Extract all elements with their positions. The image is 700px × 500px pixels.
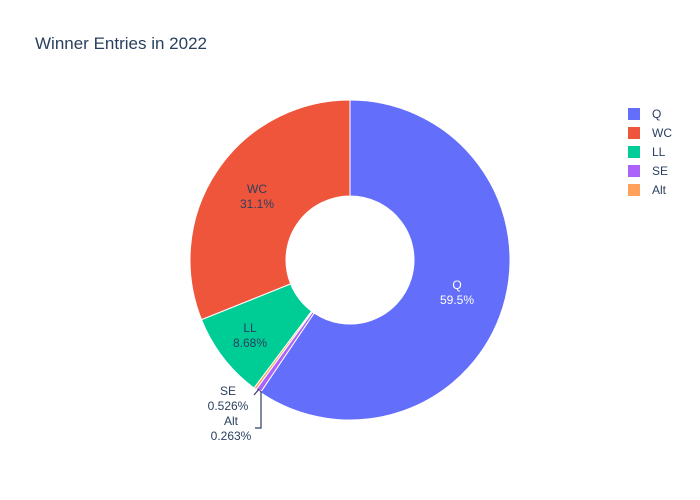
legend-swatch-alt <box>628 184 640 196</box>
legend-swatch-wc <box>628 127 640 139</box>
slice-value-se: 0.526% <box>208 399 249 413</box>
legend-label-q: Q <box>652 107 661 121</box>
leader-line-alt <box>255 391 262 429</box>
slice-value-ll: 8.68% <box>233 336 267 350</box>
slice-label-alt: Alt <box>224 414 239 428</box>
slice-value-alt: 0.263% <box>211 429 252 443</box>
legend-swatch-se <box>628 165 640 177</box>
legend-label-ll: LL <box>652 145 666 159</box>
legend-item-q[interactable]: Q <box>628 107 661 121</box>
slice-value-wc: 31.1% <box>240 197 274 211</box>
legend-item-se[interactable]: SE <box>628 164 668 178</box>
legend-swatch-ll <box>628 146 640 158</box>
legend-item-ll[interactable]: LL <box>628 145 666 159</box>
slice-label-wc: WC <box>247 182 267 196</box>
slice-wc[interactable] <box>189 99 351 321</box>
slice-label-q: Q <box>452 278 461 292</box>
slice-value-q: 59.5% <box>440 293 474 307</box>
legend-label-se: SE <box>652 164 668 178</box>
legend-label-alt: Alt <box>652 183 667 197</box>
slice-q[interactable] <box>259 99 511 421</box>
slice-label-se: SE <box>220 384 236 398</box>
leader-line-se <box>253 388 260 396</box>
legend-swatch-q <box>628 108 640 120</box>
legend-label-wc: WC <box>652 126 672 140</box>
legend-item-alt[interactable]: Alt <box>628 183 667 197</box>
legend-item-wc[interactable]: WC <box>628 126 672 140</box>
chart-title: Winner Entries in 2022 <box>35 34 207 53</box>
slice-label-ll: LL <box>243 321 257 335</box>
